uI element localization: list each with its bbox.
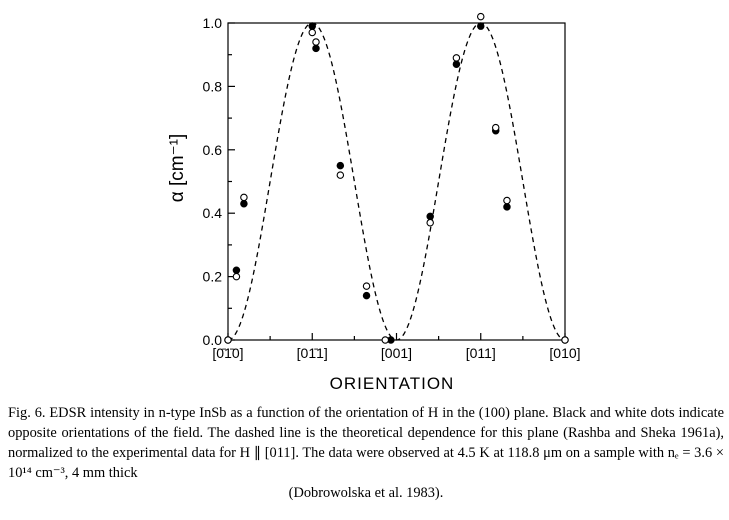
black-dot <box>312 44 320 53</box>
theory-curve-layer <box>227 22 566 341</box>
white-dot <box>561 336 569 344</box>
white-dot <box>452 54 461 62</box>
data-points-layer <box>224 12 569 344</box>
y-tick-label: 0.2 <box>203 269 223 285</box>
y-tick-label: 1.0 <box>203 15 223 31</box>
axes <box>227 22 566 341</box>
white-dot <box>232 272 241 281</box>
white-dot <box>503 196 511 205</box>
white-dot <box>362 282 371 290</box>
black-dot <box>240 199 248 208</box>
black-dot <box>336 161 345 170</box>
x-tick-label: [011] <box>466 345 496 361</box>
y-axis-label: α [cm⁻¹] <box>167 134 188 203</box>
tick-labels-layer: 0.0 0.2 0.4 0.6 0.8 1.0 [0̄1̄0] [01̄1] [001] [011… <box>203 15 581 361</box>
black-dot <box>232 266 241 275</box>
white-dot <box>308 28 316 37</box>
caption-citation: (Dobrowolska et al. 1983). <box>288 485 444 501</box>
white-dot <box>240 193 248 202</box>
white-dot <box>336 171 345 179</box>
chart: 0.0 0.2 0.4 0.6 0.8 1.0 [0̄1̄0] [01̄1] [001] [011… <box>167 12 581 393</box>
black-dot <box>452 60 461 68</box>
white-dot <box>224 336 232 344</box>
black-dot <box>476 22 485 30</box>
y-tick-label: 0.8 <box>203 78 223 94</box>
black-dot <box>308 22 316 30</box>
theory-dashed-curve <box>227 22 566 341</box>
black-dot <box>426 212 434 221</box>
black-dot <box>362 291 371 300</box>
white-dot <box>312 38 320 46</box>
figure-caption: Fig. 6. EDSR intensity in n-type InSb as… <box>8 403 724 503</box>
white-dot <box>476 12 485 21</box>
white-dot <box>381 336 390 344</box>
x-axis-label: ORIENTATION <box>330 374 455 393</box>
white-dot <box>426 218 434 227</box>
x-tick-label: [01̄1] <box>297 345 328 361</box>
black-dot <box>503 203 511 211</box>
y-tick-label: 0.0 <box>203 332 223 348</box>
white-dot <box>491 123 500 132</box>
y-tick-label: 0.6 <box>203 142 223 158</box>
x-tick-label: [001] <box>381 345 412 361</box>
plot-frame <box>227 22 566 341</box>
caption-body: Fig. 6. EDSR intensity in n-type InSb as… <box>8 405 724 481</box>
x-tick-label: [0̄1̄0] <box>212 345 243 361</box>
y-tick-label: 0.4 <box>203 205 223 221</box>
x-tick-label: [010] <box>549 345 580 361</box>
